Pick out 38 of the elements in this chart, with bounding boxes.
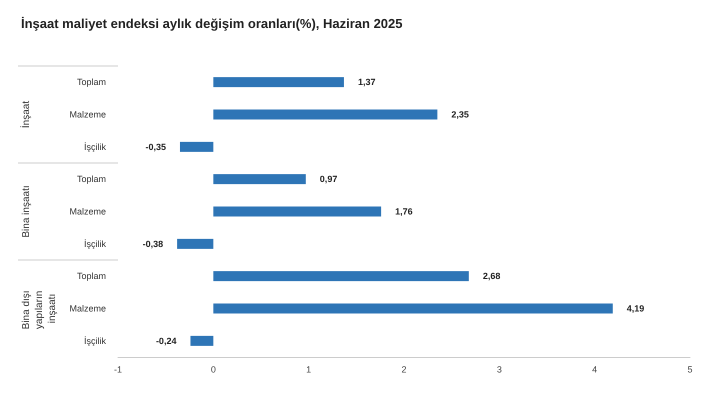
y-tick-label: Toplam bbox=[76, 271, 106, 282]
x-tick-label: -1 bbox=[114, 364, 122, 374]
x-tick-label: 4 bbox=[592, 364, 598, 374]
data-label: 2,68 bbox=[482, 271, 500, 282]
x-tick-label: 3 bbox=[496, 364, 502, 374]
y-tick-label: Toplam bbox=[76, 174, 106, 184]
y-tick-label: Malzeme bbox=[69, 110, 106, 120]
bar bbox=[213, 110, 438, 120]
x-tick-label: 0 bbox=[210, 364, 216, 374]
data-label: 1,37 bbox=[358, 77, 376, 88]
y-tick-label: Malzeme bbox=[69, 206, 106, 216]
bar bbox=[213, 304, 613, 314]
bar bbox=[213, 206, 382, 216]
data-label: 1,76 bbox=[395, 206, 413, 216]
data-label: 4,19 bbox=[626, 304, 644, 314]
x-tick-label: 1 bbox=[306, 364, 312, 374]
data-label: -0,38 bbox=[142, 238, 164, 249]
data-label: -0,24 bbox=[156, 336, 176, 346]
y-tick-label: İşçilik bbox=[84, 238, 106, 249]
y-tick-label: Toplam bbox=[76, 77, 106, 88]
y-tick-label: İşçilik bbox=[84, 336, 106, 346]
bar bbox=[213, 174, 306, 184]
data-label: 2,35 bbox=[451, 110, 469, 120]
text: Bina dışı yapıların inşaatı bbox=[21, 288, 58, 330]
data-label: 0,97 bbox=[320, 174, 338, 184]
y-tick-label: İşçilik bbox=[84, 142, 106, 152]
text: İnşaat bbox=[20, 100, 32, 128]
text: Bina inşaatı bbox=[21, 185, 32, 238]
bar bbox=[180, 142, 214, 152]
data-label: -0,35 bbox=[145, 142, 166, 152]
chart-title: İnşaat maliyet endeksi aylık değişim oranları(%), Haziran 2025 bbox=[21, 16, 403, 31]
bar bbox=[177, 238, 214, 249]
bar bbox=[213, 77, 344, 88]
x-tick-label: 2 bbox=[401, 364, 407, 374]
bar bbox=[213, 271, 469, 282]
y-tick-label: Malzeme bbox=[69, 304, 106, 314]
bar bbox=[190, 336, 214, 346]
x-tick-label: 5 bbox=[687, 364, 693, 374]
